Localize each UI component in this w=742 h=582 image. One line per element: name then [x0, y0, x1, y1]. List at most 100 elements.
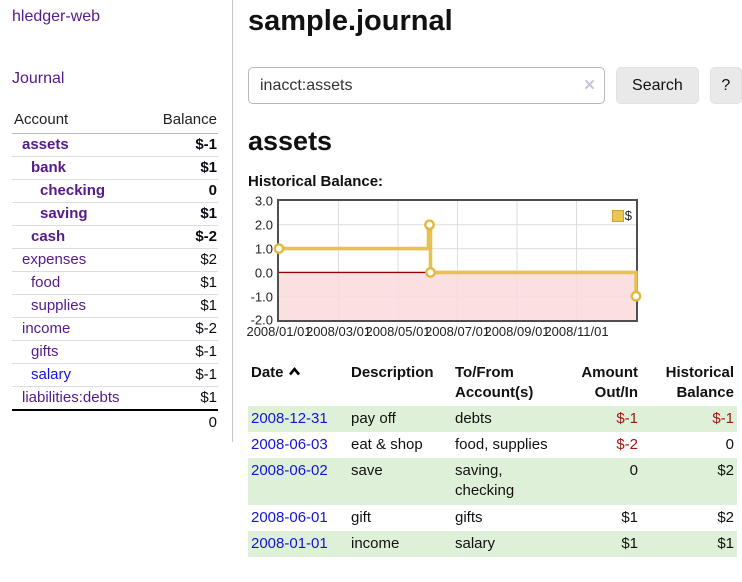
account-link-income[interactable]: income: [22, 320, 71, 337]
transaction-description: pay off: [351, 409, 396, 427]
x-tick: 2008/11/01: [544, 324, 609, 340]
account-balance: $2: [146, 248, 218, 272]
account-balance: $1: [146, 202, 218, 226]
transaction-date-link[interactable]: 2008-06-03: [251, 435, 328, 453]
account-row: expenses $2: [12, 248, 218, 272]
help-button[interactable]: ?: [709, 67, 742, 105]
historical-balance-chart: 3.0 2.0 1.0 0.0 -1.0 -2.0: [246, 194, 742, 341]
account-row: income $-2: [12, 317, 218, 341]
transaction-accounts: salary: [455, 534, 496, 552]
transaction-balance: $1: [717, 534, 734, 552]
account-link-cash[interactable]: cash: [31, 228, 66, 245]
transaction-balance: 0: [725, 435, 734, 453]
transaction-date-link[interactable]: 2008-06-01: [251, 508, 328, 526]
account-link-bank[interactable]: bank: [31, 159, 67, 176]
transaction-date-link[interactable]: 2008-01-01: [251, 534, 328, 552]
x-tick: 2008/05/01: [365, 324, 431, 340]
sidebar-item-journal[interactable]: Journal: [12, 70, 65, 87]
account-balance: $-1: [146, 340, 218, 364]
transaction-row: 2008-06-02 save saving, checking 0 $2: [248, 458, 737, 505]
chart-canvas: [273, 201, 642, 321]
transaction-amount: $1: [621, 508, 638, 526]
account-heading: assets: [248, 126, 333, 157]
y-tick: -1.0: [250, 289, 273, 305]
account-row: bank $1: [12, 156, 218, 180]
accounts-total: 0: [146, 409, 218, 434]
account-row: cash $-2: [12, 225, 218, 249]
accounts-header-balance: Balance: [146, 108, 218, 134]
account-link-saving[interactable]: saving: [40, 205, 88, 222]
account-balance: $-1: [146, 133, 218, 157]
register-header-date-label: Date: [251, 364, 284, 382]
account-balance: 0: [146, 179, 218, 203]
account-row: salary $-1: [12, 363, 218, 387]
transaction-description: eat & shop: [351, 435, 423, 453]
chart-legend: $: [610, 208, 633, 224]
account-link-gifts[interactable]: gifts: [31, 343, 59, 360]
legend-series-label: $: [624, 208, 632, 224]
account-link-supplies[interactable]: supplies: [31, 297, 87, 314]
account-link-food[interactable]: food: [31, 274, 61, 291]
search-input[interactable]: [248, 67, 606, 105]
transaction-amount: $-2: [616, 435, 638, 453]
negative-region: [279, 272, 636, 321]
account-link-checking[interactable]: checking: [40, 182, 106, 199]
y-tick: 3.0: [254, 193, 273, 209]
account-balance: $-2: [146, 225, 218, 249]
transaction-balance: $2: [717, 508, 734, 526]
brand-link[interactable]: hledger-web: [12, 8, 101, 25]
search-button[interactable]: Search: [616, 67, 699, 105]
account-balance: $-2: [146, 317, 218, 341]
register-header-date[interactable]: Date: [248, 361, 348, 406]
x-tick: 2008/01/01: [246, 324, 312, 340]
transaction-row: 2008-06-03 eat & shop food, supplies $-2…: [248, 432, 737, 458]
transaction-accounts: saving, checking: [455, 462, 515, 500]
transaction-row: 2008-01-01 income salary $1 $1: [248, 530, 737, 558]
transaction-row: 2008-06-01 gift gifts $1 $2: [248, 505, 737, 531]
x-tick: 2008/03/01: [305, 324, 372, 340]
transaction-amount: $-1: [616, 409, 638, 427]
transaction-amount: $1: [621, 534, 638, 552]
clear-search-icon[interactable]: ×: [583, 74, 596, 96]
register-header-balance: Historical Balance: [665, 364, 734, 402]
accounts-table: Account Balance assets $-1 bank $1 checkin…: [12, 108, 218, 434]
sort-ascending-icon: [288, 366, 300, 376]
accounts-header-account: Account: [12, 108, 147, 134]
account-link-salary[interactable]: salary: [31, 366, 72, 383]
transaction-description: income: [351, 534, 400, 552]
transaction-balance: $-1: [712, 409, 734, 427]
y-tick: 1.0: [254, 241, 273, 257]
register-header-accounts: To/From Account(s): [455, 364, 534, 402]
accounts-total-row: 0: [12, 409, 218, 434]
transaction-accounts: debts: [455, 409, 492, 427]
account-balance: $1: [146, 386, 218, 411]
sidebar: hledger-web Journal Account Balance asse…: [0, 0, 233, 442]
y-tick: 0.0: [254, 265, 273, 281]
transaction-description: gift: [351, 508, 372, 526]
account-row: saving $1: [12, 202, 218, 226]
account-link-liabilities-debts[interactable]: liabilities:debts: [22, 389, 120, 406]
register-header-description: Description: [351, 364, 434, 382]
account-row: supplies $1: [12, 294, 218, 318]
transaction-date-link[interactable]: 2008-06-02: [251, 462, 328, 480]
legend-series-swatch: [611, 209, 624, 222]
transaction-accounts: food, supplies: [455, 435, 548, 453]
search-bar: × Search ?: [248, 67, 742, 105]
transaction-accounts: gifts: [455, 508, 483, 526]
transaction-balance: $2: [717, 462, 734, 480]
account-link-assets[interactable]: assets: [22, 136, 69, 153]
account-row: assets $-1: [12, 133, 218, 157]
account-link-expenses[interactable]: expenses: [22, 251, 87, 268]
transaction-amount: 0: [629, 462, 638, 480]
transaction-date-link[interactable]: 2008-12-31: [251, 409, 328, 427]
account-balance: $1: [146, 156, 218, 180]
page-title: sample.journal: [248, 5, 453, 37]
main-content: sample.journal × Search ? assets Histori…: [234, 0, 742, 582]
account-row: gifts $-1: [12, 340, 218, 364]
transaction-description: save: [351, 462, 383, 480]
y-tick: 2.0: [254, 217, 273, 233]
account-balance: $-1: [146, 363, 218, 387]
register-header-amount: Amount Out/In: [581, 364, 638, 402]
x-tick: 2008/07/01: [424, 324, 491, 340]
